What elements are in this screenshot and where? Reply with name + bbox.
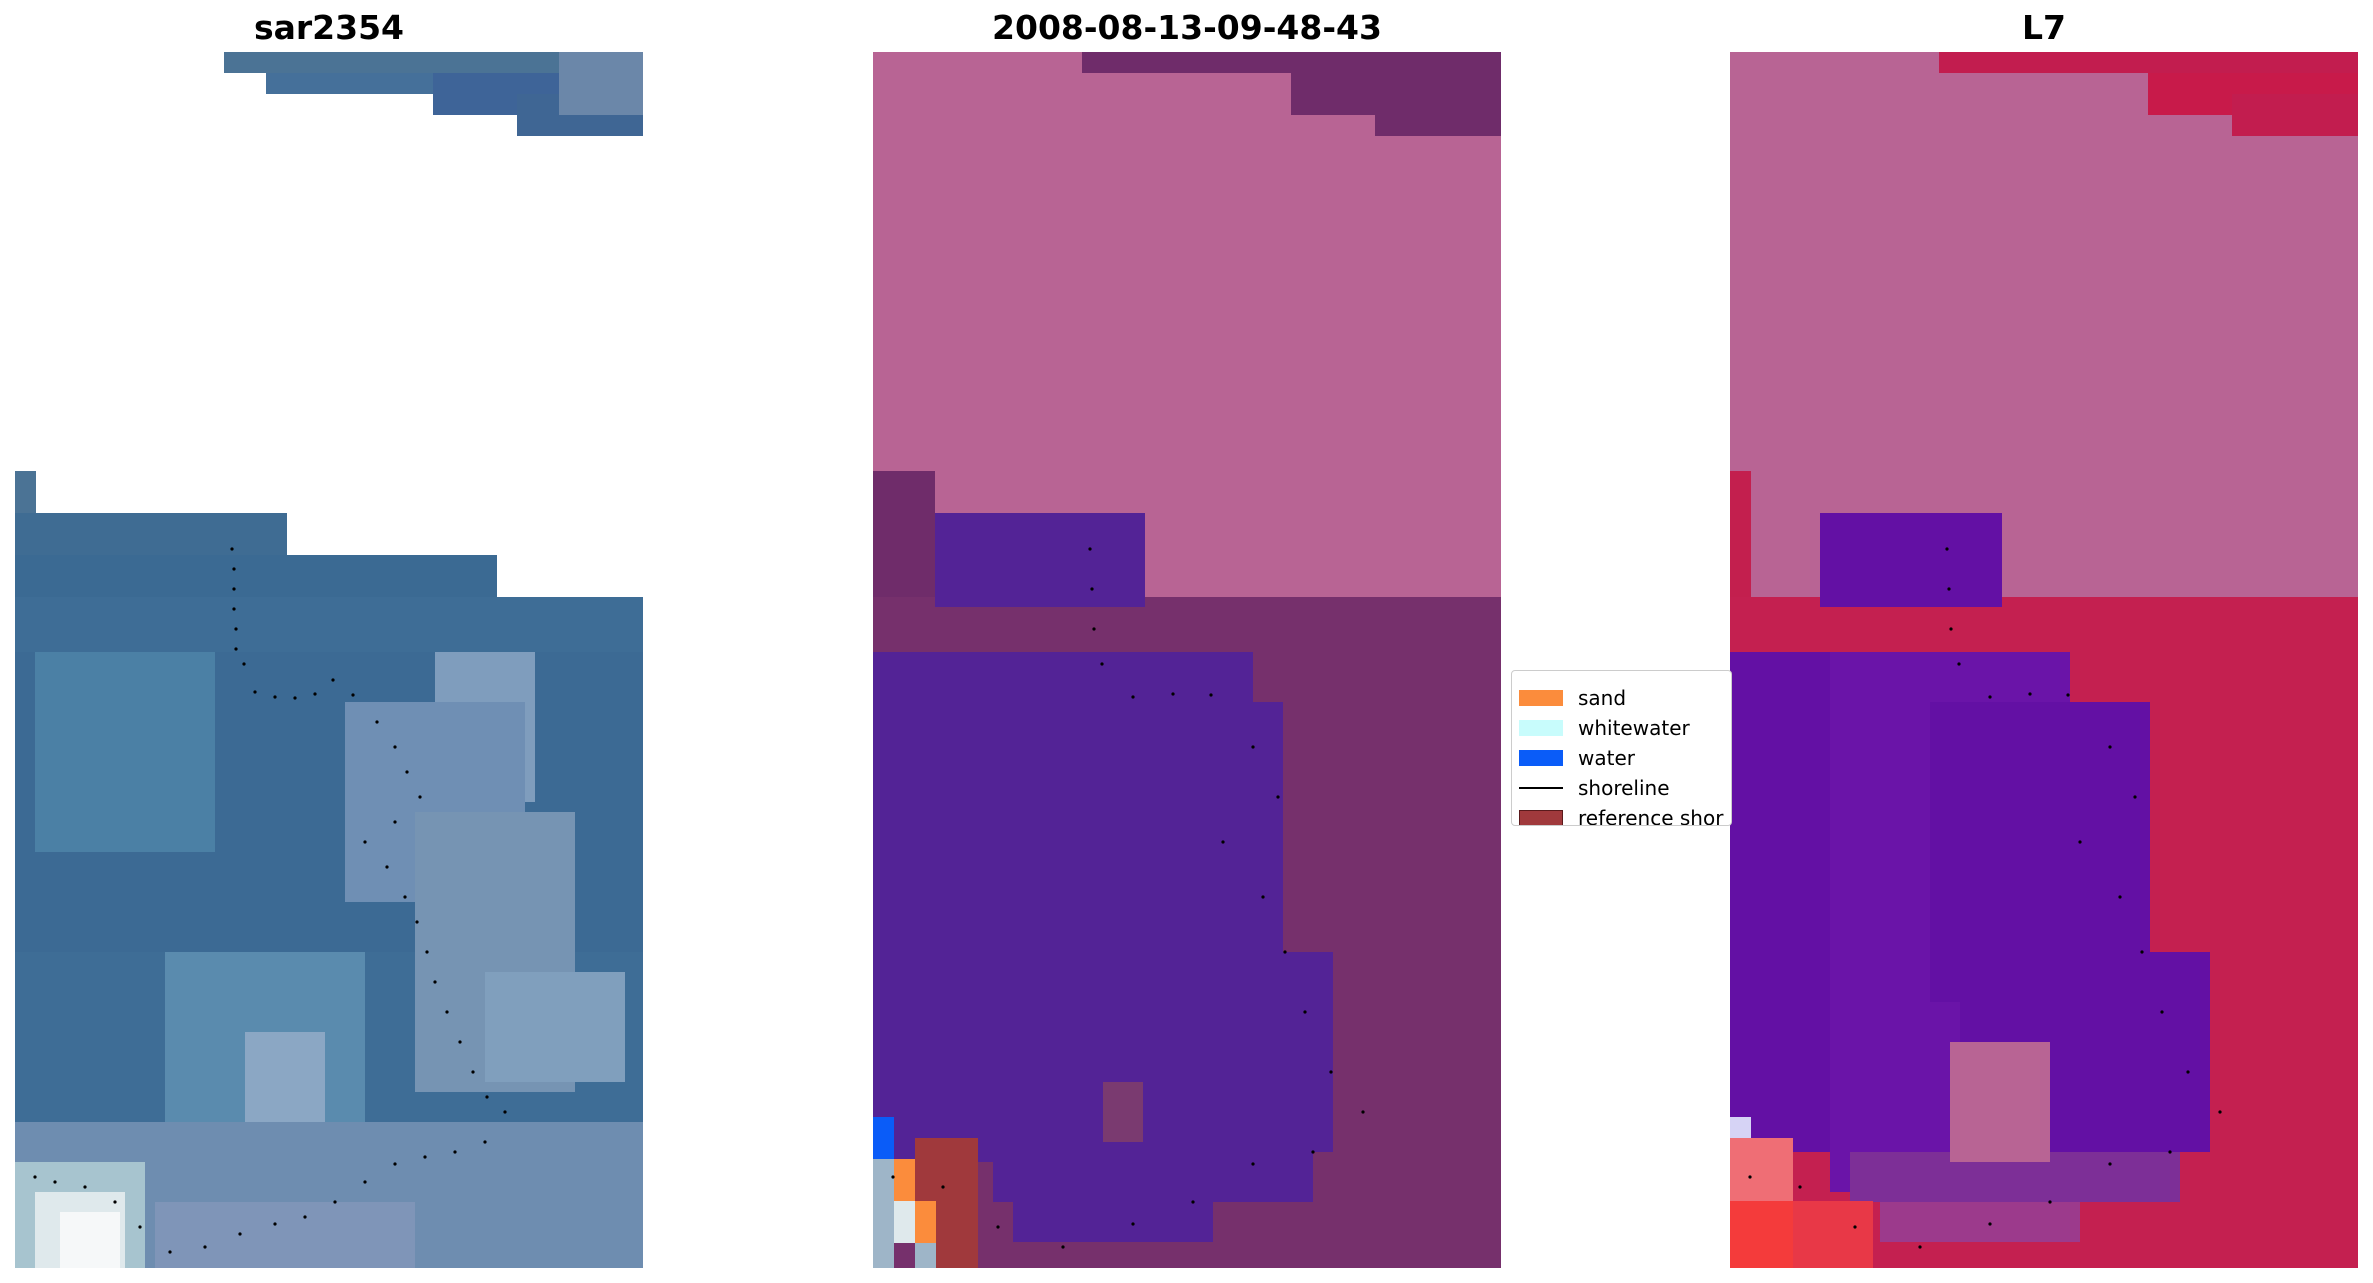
legend-swatch-sand: [1519, 690, 1563, 706]
legend-swatch-water: [1519, 750, 1563, 766]
legend-label-water: water: [1578, 746, 1635, 770]
legend-swatch-whitewater: [1519, 720, 1563, 736]
legend-item-sand: sand: [1512, 683, 1731, 713]
legend-item-water: water: [1512, 743, 1731, 773]
image-rgb-svg: [15, 52, 643, 1268]
index-pixels: [1730, 52, 2358, 1268]
rgb-pixels: [15, 52, 643, 1268]
legend-label-shoreline: shoreline: [1578, 776, 1670, 800]
legend-label-whitewater: whitewater: [1578, 716, 1690, 740]
classified-pixels: [873, 52, 1501, 1268]
image-classified: [873, 52, 1501, 1268]
image-index: [1730, 52, 2358, 1268]
panel-title-rgb: sar2354: [253, 8, 405, 47]
shoreline-dots-index: [1748, 547, 2222, 1249]
panel-title-index: L7: [2022, 8, 2066, 47]
legend-label-sand: sand: [1578, 686, 1627, 710]
shoreline-dots-classified: [891, 547, 1365, 1249]
shoreline-dots: [33, 547, 507, 1254]
image-classified-svg: [873, 52, 1501, 1268]
legend-item-whitewater: whitewater: [1512, 713, 1731, 743]
legend-label-reference-shoreline: reference shor: [1578, 806, 1724, 826]
legend-item-reference-shoreline: reference shor: [1512, 803, 1731, 826]
panel-title-classified: 2008-08-13-09-48-43: [992, 8, 1382, 47]
legend-swatch-reference-shoreline: [1519, 810, 1563, 825]
legend-item-shoreline: shoreline: [1512, 773, 1731, 803]
image-rgb: [15, 52, 643, 1268]
legend-line-shoreline: [1519, 787, 1563, 789]
legend: sand whitewater water shoreline referenc…: [1511, 670, 1732, 826]
image-index-svg: [1730, 52, 2358, 1268]
